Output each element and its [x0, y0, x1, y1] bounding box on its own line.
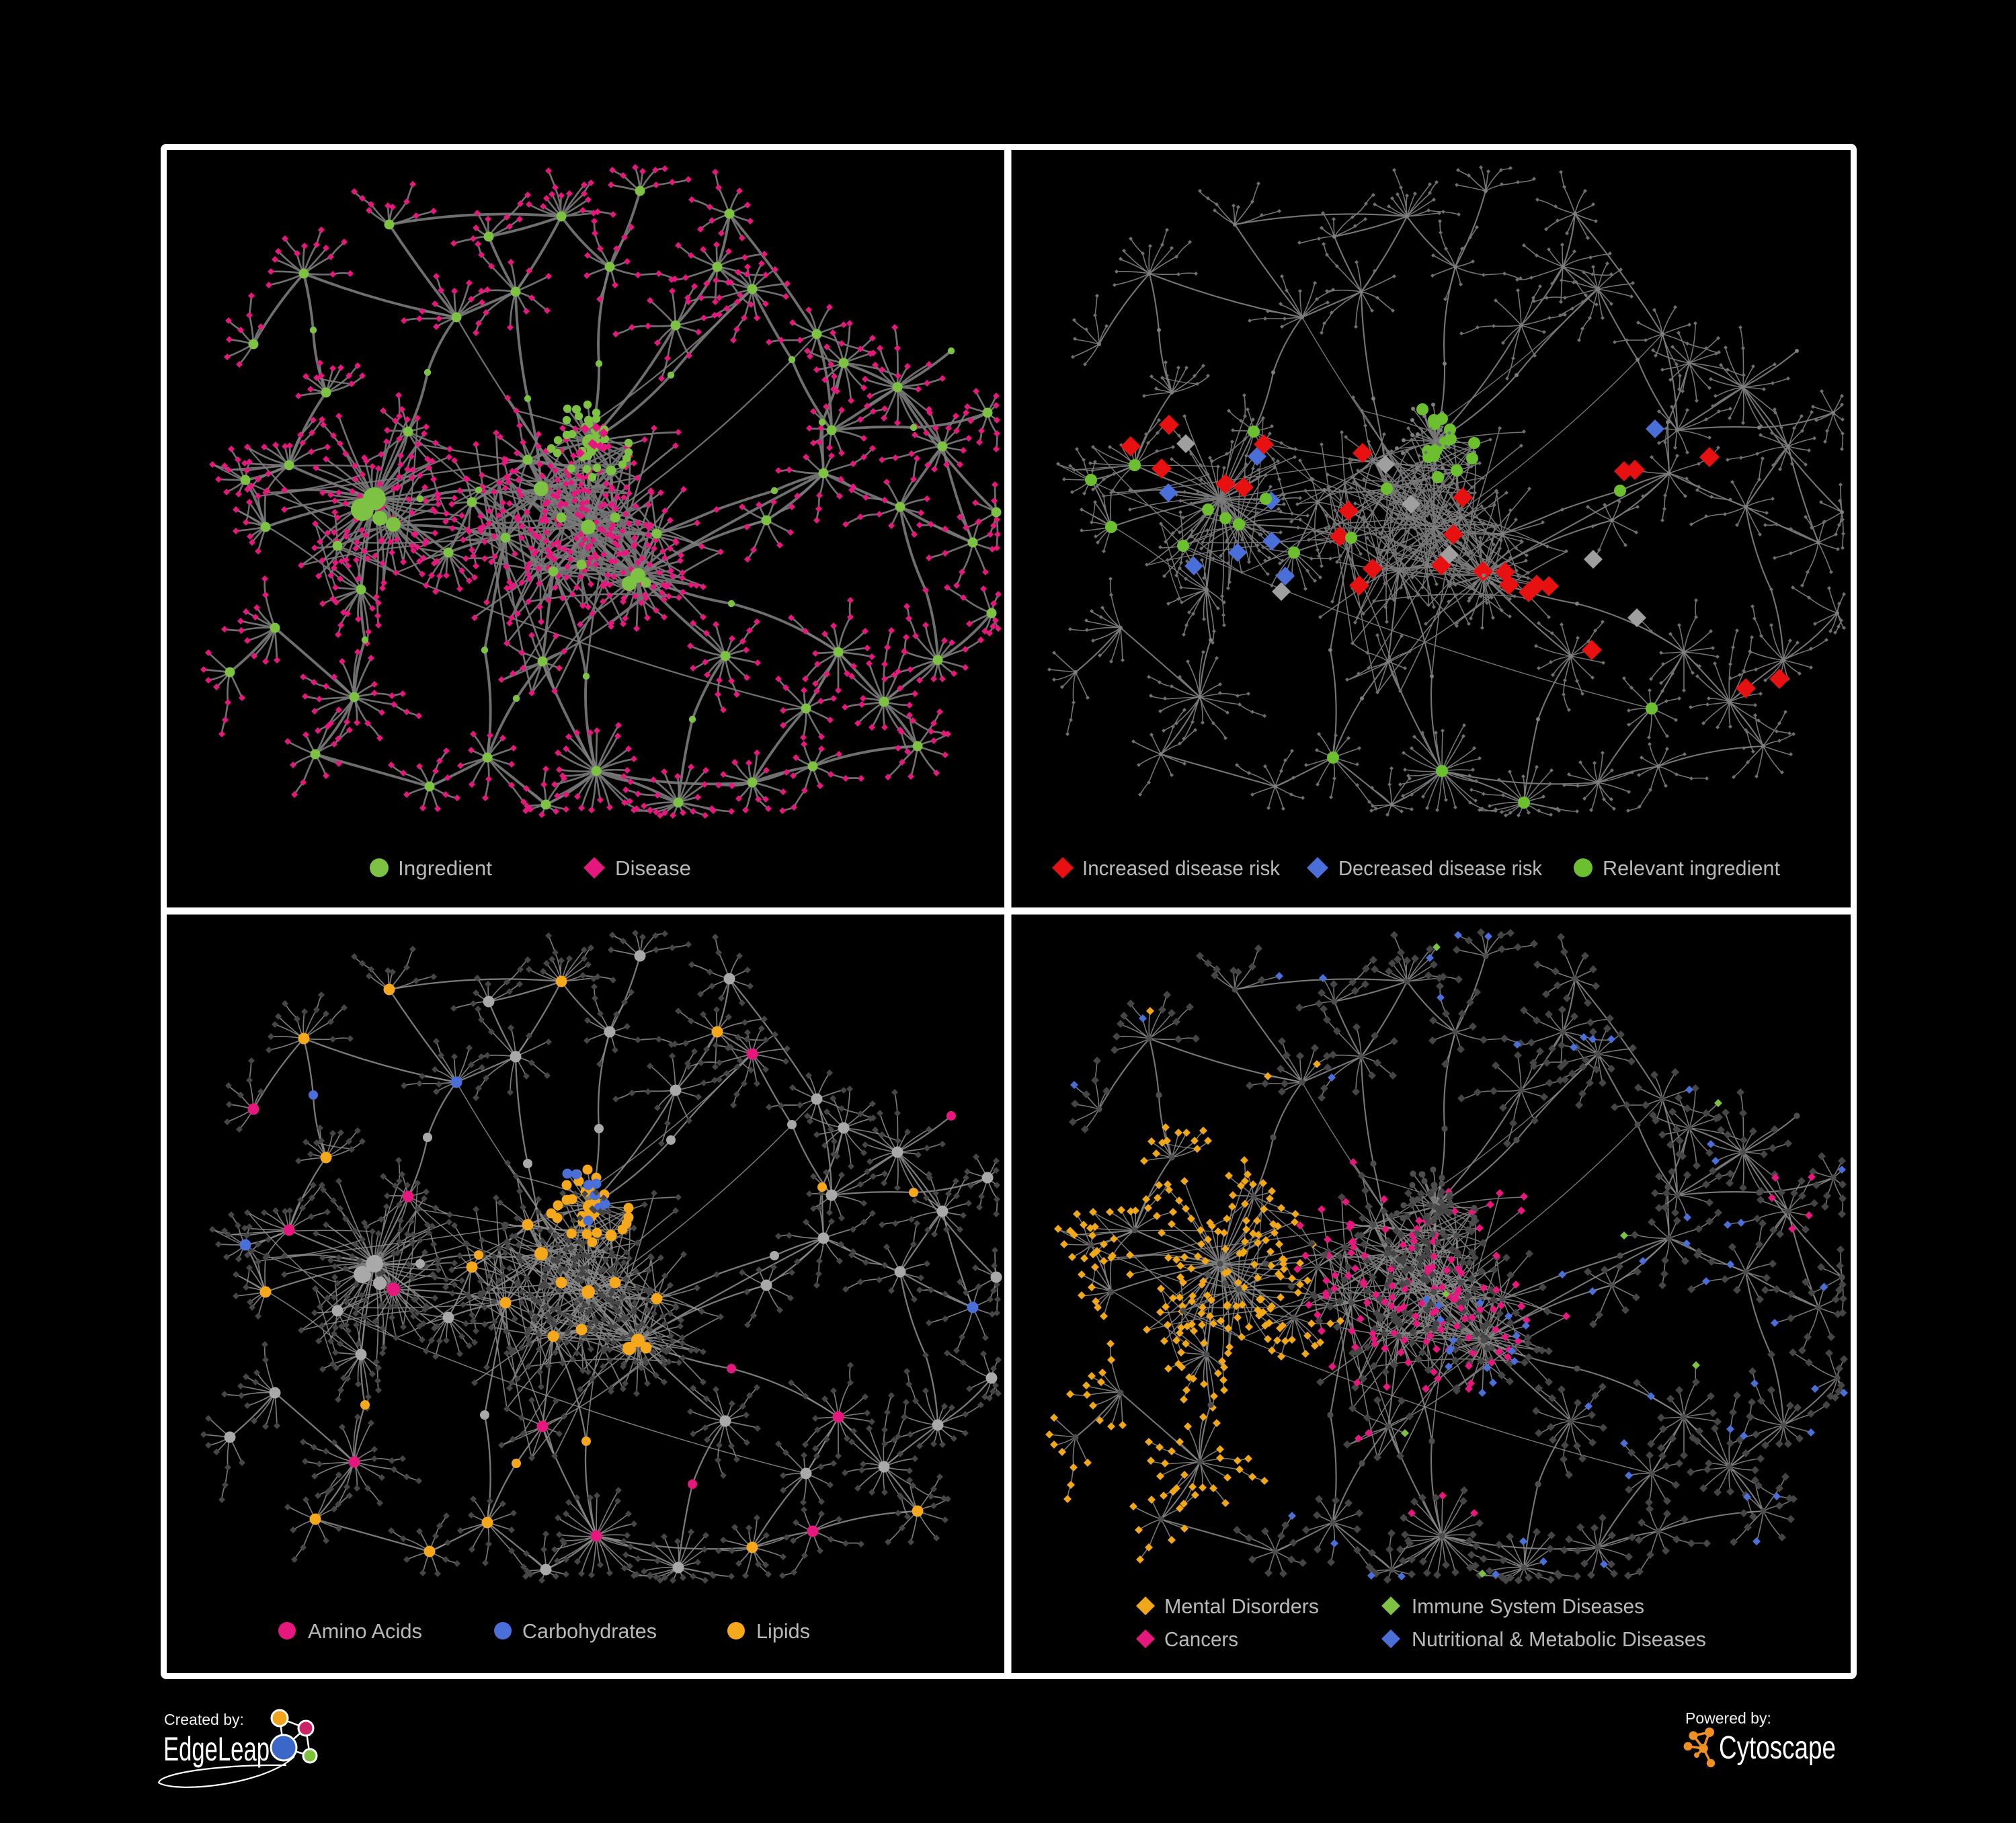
svg-text:Disease: Disease: [615, 856, 691, 880]
svg-text:Cancers: Cancers: [1164, 1627, 1238, 1651]
svg-text:Decreased disease risk: Decreased disease risk: [1338, 856, 1542, 880]
svg-text:Amino Acids: Amino Acids: [308, 1619, 422, 1643]
svg-text:Increased disease risk: Increased disease risk: [1082, 856, 1280, 880]
svg-text:Ingredient: Ingredient: [398, 856, 492, 880]
svg-text:EdgeLeap: EdgeLeap: [163, 1730, 270, 1768]
svg-text:Immune System Diseases: Immune System Diseases: [1412, 1594, 1644, 1618]
svg-text:Created by:: Created by:: [164, 1711, 244, 1728]
svg-text:Cytoscape: Cytoscape: [1719, 1730, 1836, 1766]
svg-text:Mental Disorders: Mental Disorders: [1164, 1594, 1319, 1618]
svg-text:Nutritional & Metabolic Diseas: Nutritional & Metabolic Diseases: [1412, 1627, 1706, 1651]
svg-text:Carbohydrates: Carbohydrates: [522, 1619, 657, 1643]
svg-text:Lipids: Lipids: [756, 1619, 810, 1643]
svg-text:Relevant ingredient: Relevant ingredient: [1603, 856, 1780, 880]
svg-text:Powered by:: Powered by:: [1685, 1709, 1771, 1727]
